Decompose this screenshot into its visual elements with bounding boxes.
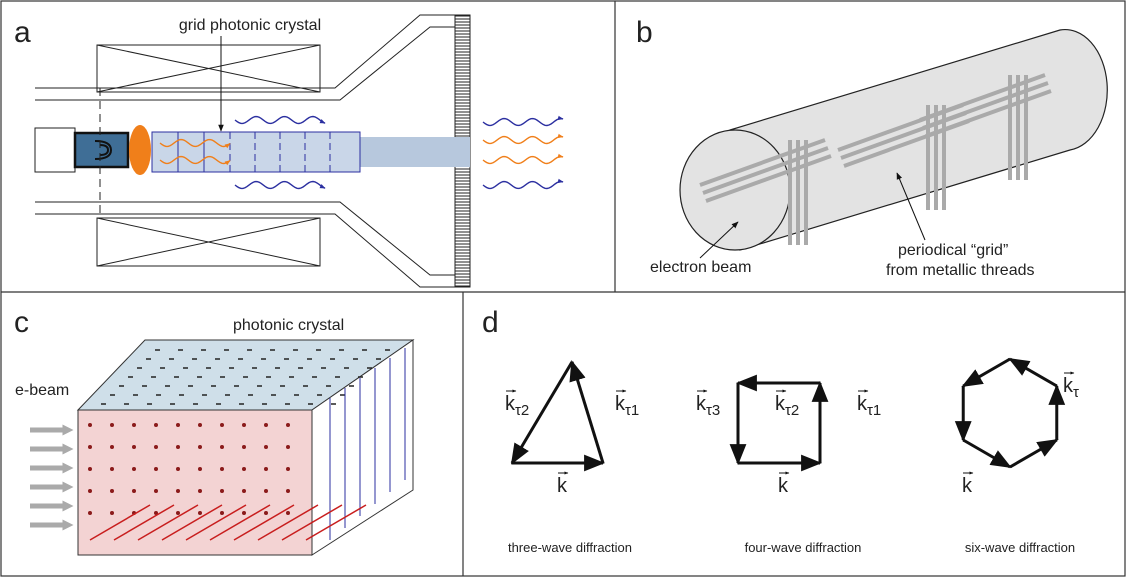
symbol: k bbox=[962, 475, 973, 497]
figure: a grid photonic crystal b electron beam … bbox=[0, 0, 1126, 577]
vector-label: kτ2 bbox=[505, 393, 529, 419]
dot bbox=[176, 423, 180, 427]
caption: three-wave diffraction bbox=[508, 540, 632, 555]
dot bbox=[110, 467, 114, 471]
dot bbox=[286, 445, 290, 449]
panel-label: c bbox=[14, 306, 29, 339]
dot bbox=[264, 489, 268, 493]
dot bbox=[132, 445, 136, 449]
dot bbox=[286, 423, 290, 427]
dot bbox=[242, 445, 246, 449]
caption: four-wave diffraction bbox=[745, 540, 862, 555]
dot bbox=[198, 423, 202, 427]
vector-label: k bbox=[962, 475, 973, 497]
dot bbox=[132, 467, 136, 471]
symbol: k bbox=[778, 475, 789, 497]
wave-vector bbox=[963, 359, 1010, 386]
dot bbox=[286, 489, 290, 493]
subscript: τ1 bbox=[625, 402, 639, 419]
dot bbox=[176, 467, 180, 471]
subscript: τ2 bbox=[785, 402, 799, 419]
dot bbox=[242, 489, 246, 493]
subscript: τ bbox=[1073, 384, 1079, 401]
dot bbox=[198, 511, 202, 515]
dot bbox=[220, 467, 224, 471]
dot bbox=[88, 423, 92, 427]
dot bbox=[154, 489, 158, 493]
dot bbox=[88, 489, 92, 493]
annotation: e-beam bbox=[15, 382, 69, 399]
wave bbox=[483, 157, 563, 164]
dot bbox=[242, 423, 246, 427]
annotation: electron beam bbox=[650, 259, 751, 276]
panel-b: b electron beam periodical “grid” from m… bbox=[636, 16, 1107, 279]
dot bbox=[88, 445, 92, 449]
wave-vector bbox=[1010, 359, 1057, 386]
wave-vector bbox=[963, 440, 1010, 467]
wave bbox=[483, 182, 563, 189]
dot bbox=[88, 467, 92, 471]
caption: six-wave diffraction bbox=[965, 540, 1075, 555]
dot bbox=[198, 489, 202, 493]
panel-label: a bbox=[14, 16, 31, 49]
wave-vector bbox=[1010, 440, 1057, 467]
vector-label: kτ1 bbox=[857, 393, 881, 419]
vector-label: k bbox=[778, 475, 789, 497]
annotation: photonic crystal bbox=[233, 317, 344, 334]
vector-label: kτ2 bbox=[775, 393, 799, 419]
dot bbox=[286, 511, 290, 515]
vector-label: kτ3 bbox=[696, 393, 720, 419]
dot bbox=[264, 423, 268, 427]
dot bbox=[264, 467, 268, 471]
panel-label: d bbox=[482, 306, 499, 339]
dot bbox=[220, 511, 224, 515]
dot bbox=[220, 489, 224, 493]
panel-c: c photonic crystal e-beam bbox=[14, 306, 413, 555]
vector-label: kτ bbox=[1063, 375, 1079, 401]
dot bbox=[198, 467, 202, 471]
dot bbox=[110, 489, 114, 493]
dot bbox=[176, 445, 180, 449]
dot bbox=[154, 423, 158, 427]
subscript: τ1 bbox=[867, 402, 881, 419]
dot bbox=[264, 511, 268, 515]
dot bbox=[220, 423, 224, 427]
subscript: τ3 bbox=[706, 402, 720, 419]
dot bbox=[110, 423, 114, 427]
wave bbox=[235, 117, 325, 124]
wave-vector bbox=[572, 362, 603, 463]
dot bbox=[110, 511, 114, 515]
panel-a: a grid photonic crystal bbox=[14, 15, 563, 287]
vector-label: k bbox=[557, 475, 568, 497]
subscript: τ2 bbox=[515, 402, 529, 419]
wave bbox=[235, 182, 325, 189]
dot bbox=[132, 423, 136, 427]
dot bbox=[264, 445, 268, 449]
dot bbox=[220, 445, 224, 449]
vector-label: kτ1 bbox=[615, 393, 639, 419]
dot bbox=[154, 467, 158, 471]
dot bbox=[286, 467, 290, 471]
dot bbox=[198, 445, 202, 449]
annotation: grid photonic crystal bbox=[179, 17, 321, 34]
dot bbox=[88, 511, 92, 515]
wave bbox=[483, 137, 563, 144]
annotation: periodical “grid” bbox=[898, 242, 1008, 259]
annotation: from metallic threads bbox=[886, 262, 1035, 279]
dot bbox=[154, 445, 158, 449]
dot bbox=[176, 489, 180, 493]
dot bbox=[242, 511, 246, 515]
dot bbox=[132, 489, 136, 493]
symbol: k bbox=[557, 475, 568, 497]
dot bbox=[176, 511, 180, 515]
dot bbox=[242, 467, 246, 471]
dot bbox=[110, 445, 114, 449]
wave bbox=[483, 119, 563, 126]
panel-label: b bbox=[636, 16, 653, 49]
